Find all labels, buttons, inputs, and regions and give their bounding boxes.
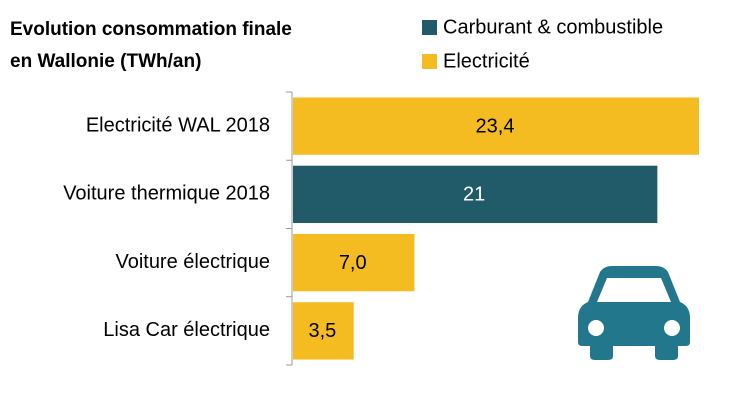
y-tick-label: Voiture électrique	[115, 251, 270, 273]
legend-swatch	[422, 20, 437, 35]
bar	[293, 165, 658, 224]
legend-swatch	[422, 54, 437, 69]
legend-label: Carburant & combustible	[443, 16, 663, 38]
y-tick-label: Electricité WAL 2018	[86, 114, 270, 136]
legend-label: Electricité	[443, 50, 530, 72]
bar	[293, 302, 354, 360]
value-label: 3,5	[308, 320, 336, 342]
y-tick-label: Lisa Car électrique	[103, 319, 270, 341]
bar	[293, 233, 415, 292]
value-label: 7,0	[339, 252, 367, 274]
chart-title: Evolution consommation finale	[10, 19, 292, 40]
value-label: 23,4	[476, 115, 515, 137]
chart-title: en Wallonie (TWh/an)	[10, 51, 201, 72]
car-icon	[578, 266, 690, 360]
bar	[293, 97, 699, 155]
value-label: 21	[463, 184, 485, 206]
y-tick-label: Voiture thermique 2018	[63, 183, 270, 205]
